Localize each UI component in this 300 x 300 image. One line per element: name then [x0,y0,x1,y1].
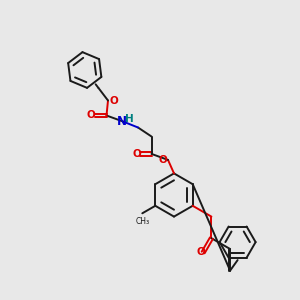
Text: O: O [86,110,95,121]
Text: O: O [197,248,206,257]
Text: O: O [109,95,118,106]
Text: H: H [125,113,134,124]
Text: N: N [117,115,127,128]
Text: O: O [132,149,141,159]
Text: CH₃: CH₃ [135,217,149,226]
Text: O: O [158,155,167,165]
